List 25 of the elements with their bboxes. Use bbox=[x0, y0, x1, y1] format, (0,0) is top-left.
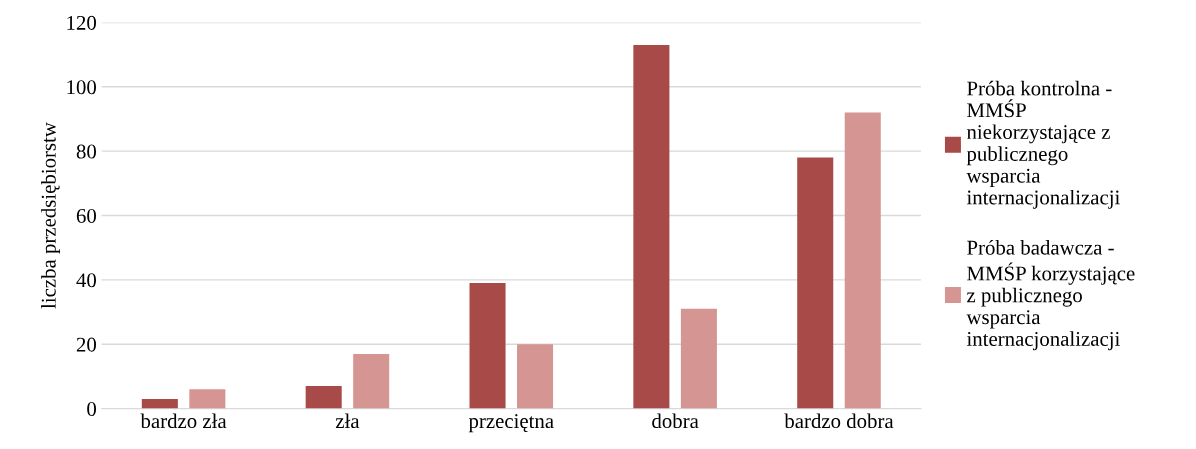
x-tick-label: bardzo dobra bbox=[784, 413, 894, 429]
y-tick-label: 80 bbox=[76, 144, 96, 159]
legend-label: Próba badawcza - MMŚP korzystające z publicznego wsparcia internacjonalizacji bbox=[966, 239, 1135, 351]
legend-label: Próba kontrolna - MMŚP niekorzystające z publicznego wsparcia internacjonalizacji bbox=[966, 80, 1120, 209]
bar bbox=[680, 308, 717, 409]
y-tick-label: 20 bbox=[76, 337, 96, 352]
bar bbox=[189, 389, 226, 409]
bar bbox=[305, 386, 342, 409]
bar bbox=[469, 283, 506, 409]
bar bbox=[797, 157, 834, 409]
bar bbox=[844, 112, 881, 409]
x-tick-label: przeciętna bbox=[468, 414, 554, 433]
y-tick-label: 40 bbox=[76, 273, 96, 288]
y-tick-label: 100 bbox=[67, 80, 96, 95]
x-tick-label: bardzo zła bbox=[140, 413, 227, 429]
y-tick-label: 60 bbox=[76, 208, 96, 223]
bar bbox=[141, 398, 178, 409]
bar bbox=[517, 344, 554, 409]
y-tick-label: 120 bbox=[67, 15, 96, 30]
y-axis-title: liczba przedsiębiorstw bbox=[41, 122, 60, 309]
bar bbox=[633, 44, 670, 409]
x-tick-label: dobra bbox=[652, 413, 699, 429]
x-tick-label: zła bbox=[335, 413, 360, 429]
y-tick-label: 0 bbox=[87, 401, 96, 417]
bar bbox=[353, 353, 390, 409]
